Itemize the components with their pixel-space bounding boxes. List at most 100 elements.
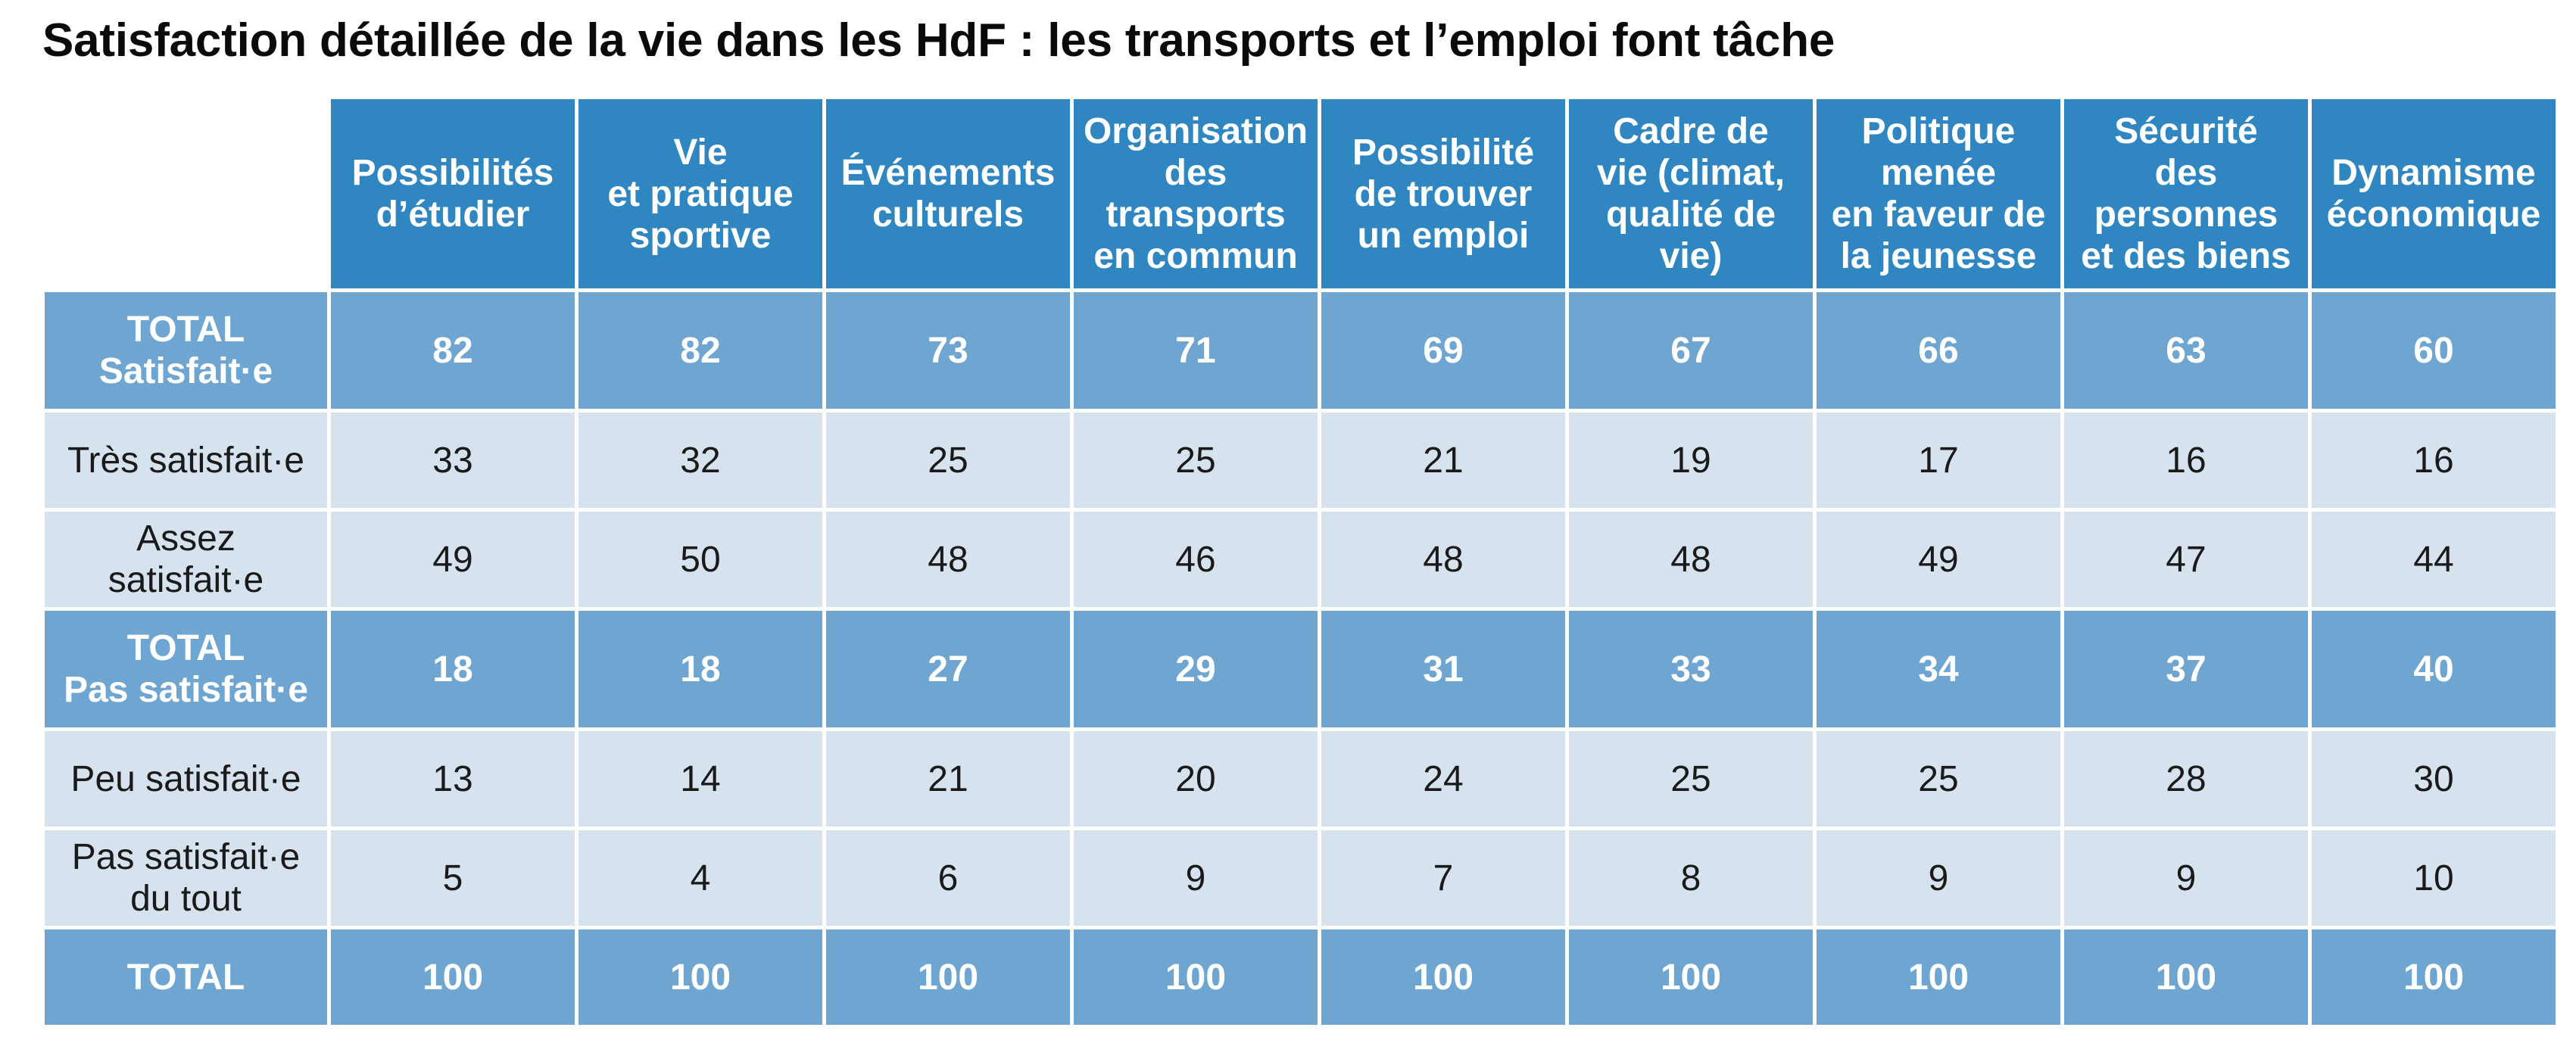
- value-cell: 20: [1070, 727, 1321, 830]
- column-header-line: en commun: [1093, 236, 1298, 276]
- row-label-line: satisfait·e: [108, 560, 264, 600]
- column-header-line: Politique: [1861, 111, 2016, 151]
- column-header: Possibilité de trouver un emploi: [1318, 95, 1569, 292]
- value-cell: 67: [1565, 288, 1817, 413]
- value-cell: 5: [327, 827, 579, 929]
- value-cell: 100: [1813, 926, 2064, 1029]
- value-cell: 25: [1070, 409, 1321, 512]
- column-header-line: en faveur de: [1831, 195, 2046, 235]
- value-cell: 49: [1813, 508, 2064, 611]
- row-label: Très satisfait·e: [41, 409, 331, 512]
- value-cell: 13: [327, 727, 579, 830]
- value-cell: 28: [2060, 727, 2312, 830]
- value-cell: 82: [575, 288, 826, 413]
- value-cell: 32: [575, 409, 826, 512]
- column-header: Cadre de vie (climat, qualité de vie): [1565, 95, 1817, 292]
- value-cell: 19: [1565, 409, 1817, 512]
- row-label: Pas satisfait·e du tout: [41, 827, 331, 929]
- column-header-line: de trouver: [1354, 173, 1533, 214]
- value-cell: 37: [2060, 607, 2312, 731]
- row-label: TOTAL Pas satisfait·e: [41, 607, 331, 731]
- value-cell: 82: [327, 288, 579, 413]
- row-label-line: Satisfait·e: [98, 351, 273, 391]
- value-cell: 34: [1813, 607, 2064, 731]
- value-cell: 33: [1565, 607, 1817, 731]
- value-cell: 73: [822, 288, 1074, 413]
- value-cell: 16: [2060, 409, 2312, 512]
- value-cell: 100: [1070, 926, 1321, 1029]
- value-cell: 47: [2060, 508, 2312, 611]
- satisfaction-table: Possibilités d’étudier Vie et pratique sport…: [41, 95, 2559, 1029]
- value-cell: 100: [1565, 926, 1817, 1029]
- corner-cell: [41, 95, 331, 292]
- row-label: Assez satisfait·e: [41, 508, 331, 611]
- row-label: TOTAL: [41, 926, 331, 1029]
- row-label-line: Peu satisfait·e: [70, 758, 301, 799]
- row-label-line: du tout: [130, 879, 242, 919]
- column-header-line: vie): [1659, 236, 1723, 276]
- value-cell: 100: [575, 926, 826, 1029]
- column-header-line: Possibilité: [1352, 132, 1535, 173]
- column-header: Organisation des transports en commun: [1070, 95, 1321, 292]
- value-cell: 71: [1070, 288, 1321, 413]
- column-header-line: culturels: [872, 195, 1024, 235]
- column-header-line: Vie: [673, 132, 728, 173]
- value-cell: 100: [2308, 926, 2559, 1029]
- column-header-line: Événements: [840, 153, 1056, 193]
- row-label-line: TOTAL: [126, 310, 245, 350]
- row-label: Peu satisfait·e: [41, 727, 331, 830]
- column-header: Politique menée en faveur de la jeunesse: [1813, 95, 2064, 292]
- value-cell: 63: [2060, 288, 2312, 413]
- value-cell: 10: [2308, 827, 2559, 929]
- value-cell: 18: [575, 607, 826, 731]
- row-label-line: Pas satisfait·e: [71, 837, 301, 877]
- table-row: TOTAL Pas satisfait·e 18 18 27 29 31 33 34 37 40: [41, 607, 2559, 731]
- value-cell: 33: [327, 409, 579, 512]
- column-header-line: sportive: [629, 215, 772, 256]
- column-header-line: la jeunesse: [1840, 236, 2037, 276]
- column-header-line: qualité de: [1605, 195, 1776, 235]
- row-label-line: Assez: [136, 518, 235, 559]
- column-header-line: Sécurité: [2114, 111, 2258, 151]
- value-cell: 21: [822, 727, 1074, 830]
- table-row: TOTAL Satisfait·e 82 82 73 71 69 67 66 63 60: [41, 288, 2559, 413]
- value-cell: 8: [1565, 827, 1817, 929]
- value-cell: 66: [1813, 288, 2064, 413]
- value-cell: 25: [1565, 727, 1817, 830]
- value-cell: 16: [2308, 409, 2559, 512]
- table-title: Satisfaction détaillée de la vie dans le…: [42, 14, 1835, 67]
- column-header-line: et pratique: [607, 173, 794, 214]
- column-header-line: Cadre de: [1613, 111, 1769, 151]
- value-cell: 100: [327, 926, 579, 1029]
- header-row: Possibilités d’étudier Vie et pratique sport…: [41, 95, 2559, 292]
- value-cell: 100: [822, 926, 1074, 1029]
- value-cell: 46: [1070, 508, 1321, 611]
- column-header-line: d’étudier: [376, 195, 530, 235]
- row-label: TOTAL Satisfait·e: [41, 288, 331, 413]
- column-header: Dynamisme économique: [2308, 95, 2559, 292]
- value-cell: 24: [1318, 727, 1569, 830]
- value-cell: 14: [575, 727, 826, 830]
- value-cell: 49: [327, 508, 579, 611]
- column-header-line: menée: [1880, 153, 1997, 193]
- value-cell: 9: [2060, 827, 2312, 929]
- value-cell: 7: [1318, 827, 1569, 929]
- column-header-line: Dynamisme: [2331, 153, 2536, 193]
- column-header-line: personnes: [2094, 195, 2278, 235]
- column-header: Événements culturels: [822, 95, 1074, 292]
- value-cell: 50: [575, 508, 826, 611]
- column-header-line: transports: [1106, 195, 1286, 235]
- column-header-line: économique: [2326, 195, 2541, 235]
- column-header-line: des: [2154, 153, 2218, 193]
- table-row: Pas satisfait·e du tout 5 4 6 9 7 8 9 9 10: [41, 827, 2559, 929]
- value-cell: 31: [1318, 607, 1569, 731]
- value-cell: 9: [1813, 827, 2064, 929]
- table-row: TOTAL 100 100 100 100 100 100 100 100 100: [41, 926, 2559, 1029]
- table-row: Peu satisfait·e 13 14 21 20 24 25 25 28 30: [41, 727, 2559, 830]
- column-header-line: vie (climat,: [1596, 153, 1785, 193]
- value-cell: 25: [1813, 727, 2064, 830]
- column-header: Sécurité des personnes et des biens: [2060, 95, 2312, 292]
- value-cell: 25: [822, 409, 1074, 512]
- value-cell: 48: [1318, 508, 1569, 611]
- value-cell: 48: [1565, 508, 1817, 611]
